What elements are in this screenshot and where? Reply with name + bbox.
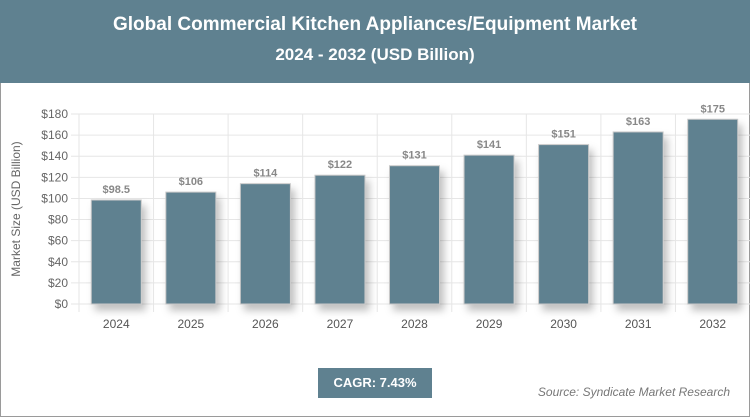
- x-tick-label-2030: 2030: [550, 317, 577, 331]
- y-tick-label: $20: [48, 276, 68, 290]
- y-tick-label: $60: [48, 234, 68, 248]
- data-label-2026: $114: [253, 168, 278, 180]
- chart-title: Global Commercial Kitchen Appliances/Equ…: [112, 14, 638, 35]
- chart-header: Global Commercial Kitchen Appliances/Equ…: [0, 0, 750, 83]
- y-tick-label: $140: [41, 149, 68, 163]
- bar-2024: [90, 199, 142, 305]
- x-tick-label-2027: 2027: [327, 317, 354, 331]
- x-tick-label-2032: 2032: [699, 317, 726, 331]
- chart-subtitle: 2024 - 2032 (USD Billion): [275, 45, 475, 64]
- bar-2026: [239, 183, 291, 305]
- source-note: Source: Syndicate Market Research: [537, 385, 730, 399]
- x-tick-label-2025: 2025: [177, 317, 204, 331]
- bar-2030: [538, 144, 590, 305]
- bar-2028: [389, 165, 440, 305]
- bar-2025: [165, 191, 217, 305]
- y-tick-label: $120: [41, 170, 68, 184]
- cagr-badge: CAGR: 7.43%: [318, 368, 432, 398]
- bar-2027: [314, 174, 366, 305]
- y-tick-label: $80: [48, 213, 68, 227]
- y-tick-label: $40: [48, 255, 68, 269]
- data-label-2028: $131: [402, 150, 426, 162]
- data-label-2030: $151: [551, 129, 575, 141]
- data-label-2031: $163: [626, 116, 650, 128]
- y-tick-label: $180: [41, 107, 68, 121]
- data-label-2025: $106: [179, 176, 203, 188]
- bar-2029: [463, 154, 515, 305]
- data-label-2029: $141: [477, 139, 501, 151]
- x-tick-label-2024: 2024: [103, 317, 130, 331]
- y-tick-label: $0: [55, 297, 69, 311]
- x-tick-label-2031: 2031: [625, 317, 652, 331]
- y-tick-label: $160: [41, 128, 68, 142]
- bar-2032: [687, 118, 739, 305]
- y-tick-label: $100: [41, 191, 68, 205]
- x-tick-label-2029: 2029: [476, 317, 503, 331]
- data-label-2032: $175: [700, 103, 724, 115]
- bar-2031: [612, 131, 664, 305]
- x-tick-label-2026: 2026: [252, 317, 279, 331]
- data-label-2027: $122: [328, 159, 352, 171]
- y-axis-label: Market Size (USD Billion): [9, 141, 23, 276]
- x-tick-label-2028: 2028: [401, 317, 428, 331]
- data-label-2024: $98.5: [103, 184, 131, 196]
